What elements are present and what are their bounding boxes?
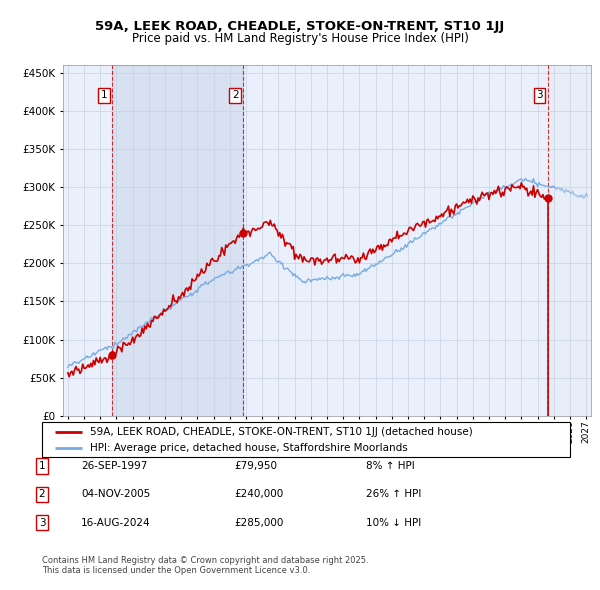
Bar — [548, 65, 600, 416]
Text: 3: 3 — [38, 518, 46, 527]
Text: HPI: Average price, detached house, Staffordshire Moorlands: HPI: Average price, detached house, Staf… — [89, 444, 407, 453]
Text: 3: 3 — [536, 90, 543, 100]
Text: 2: 2 — [232, 90, 239, 100]
Text: 8% ↑ HPI: 8% ↑ HPI — [366, 461, 415, 471]
Text: 04-NOV-2005: 04-NOV-2005 — [81, 490, 150, 499]
Text: 59A, LEEK ROAD, CHEADLE, STOKE-ON-TRENT, ST10 1JJ: 59A, LEEK ROAD, CHEADLE, STOKE-ON-TRENT,… — [95, 20, 505, 33]
Text: 26% ↑ HPI: 26% ↑ HPI — [366, 490, 421, 499]
Text: 1: 1 — [101, 90, 107, 100]
Text: £285,000: £285,000 — [234, 518, 283, 527]
Text: 26-SEP-1997: 26-SEP-1997 — [81, 461, 148, 471]
Text: 16-AUG-2024: 16-AUG-2024 — [81, 518, 151, 527]
Text: Contains HM Land Registry data © Crown copyright and database right 2025.
This d: Contains HM Land Registry data © Crown c… — [42, 556, 368, 575]
Text: 59A, LEEK ROAD, CHEADLE, STOKE-ON-TRENT, ST10 1JJ (detached house): 59A, LEEK ROAD, CHEADLE, STOKE-ON-TRENT,… — [89, 427, 472, 437]
Text: Price paid vs. HM Land Registry's House Price Index (HPI): Price paid vs. HM Land Registry's House … — [131, 32, 469, 45]
Text: £240,000: £240,000 — [234, 490, 283, 499]
Bar — [548, 65, 600, 416]
Text: 10% ↓ HPI: 10% ↓ HPI — [366, 518, 421, 527]
Text: 2: 2 — [38, 490, 46, 499]
Text: 1: 1 — [38, 461, 46, 471]
FancyBboxPatch shape — [42, 422, 570, 457]
Bar — [112, 65, 244, 416]
Text: £79,950: £79,950 — [234, 461, 277, 471]
